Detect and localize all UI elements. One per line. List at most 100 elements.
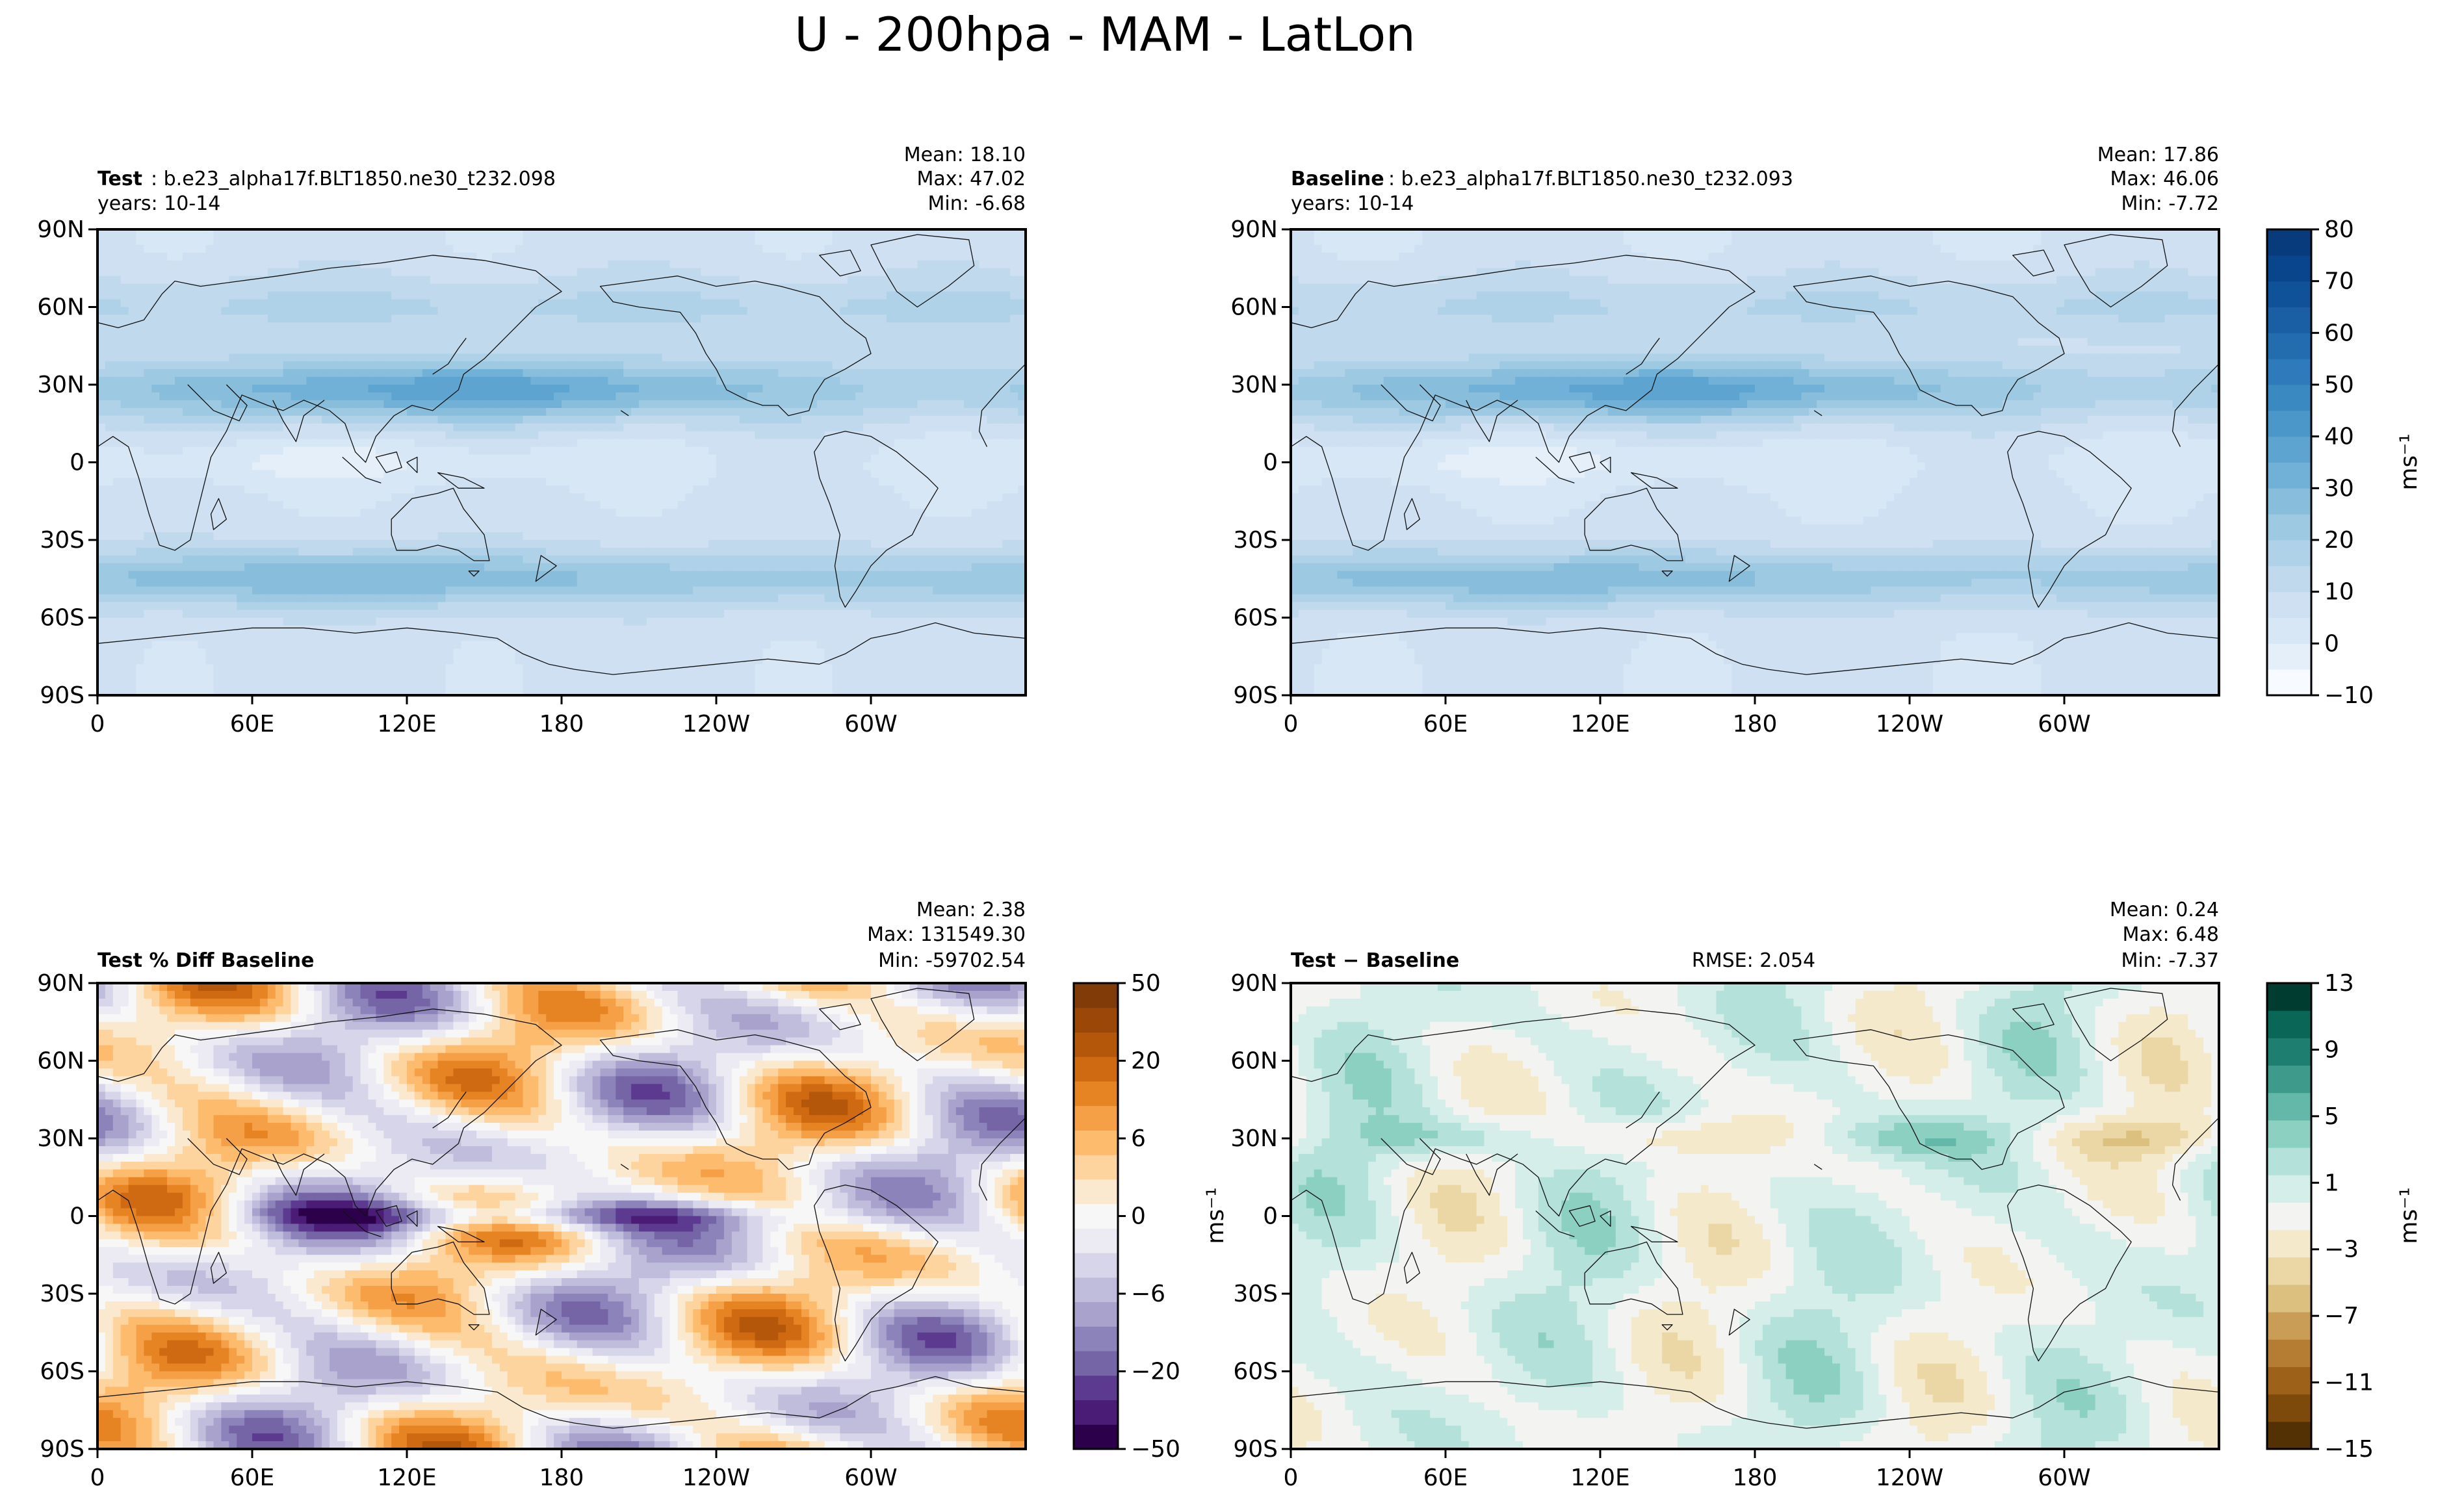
field-cell xyxy=(267,415,276,424)
field-cell xyxy=(1010,517,1019,526)
field-cell xyxy=(801,400,810,409)
field-cell xyxy=(646,509,655,518)
field-cell xyxy=(229,322,238,331)
field-cell xyxy=(701,431,710,440)
field-cell xyxy=(538,524,547,533)
field-cell xyxy=(414,446,423,455)
field-cell xyxy=(584,237,593,246)
field-cell xyxy=(383,407,393,416)
field-cell xyxy=(430,446,439,455)
field-cell xyxy=(182,314,191,324)
field-cell xyxy=(205,377,214,386)
field-cell xyxy=(298,470,307,479)
field-cell xyxy=(344,385,354,394)
field-cell xyxy=(933,385,942,394)
field-cell xyxy=(608,244,617,254)
field-cell xyxy=(762,244,772,254)
field-cell xyxy=(484,369,493,378)
field-cell xyxy=(461,415,470,424)
field-cell xyxy=(708,485,718,494)
field-cell xyxy=(901,330,911,339)
field-cell xyxy=(491,338,500,347)
field-cell xyxy=(352,237,361,246)
field-cell xyxy=(848,268,857,277)
field-cell xyxy=(407,299,416,308)
field-cell xyxy=(933,454,942,463)
field-cell xyxy=(708,385,718,394)
field-cell xyxy=(592,407,601,416)
field-cell xyxy=(909,454,918,463)
field-cell xyxy=(909,470,918,479)
field-cell xyxy=(422,283,431,292)
field-cell xyxy=(267,244,276,254)
field-cell xyxy=(863,524,872,533)
field-cell xyxy=(314,353,323,363)
field-cell xyxy=(229,524,238,533)
field-cell xyxy=(832,446,841,455)
field-cell xyxy=(229,377,238,386)
field-cell xyxy=(662,346,671,355)
field-cell xyxy=(344,517,354,526)
field-cell xyxy=(623,377,632,386)
field-cell xyxy=(554,446,563,455)
field-cell xyxy=(770,252,779,261)
field-cell xyxy=(855,322,864,331)
field-cell xyxy=(723,369,733,378)
field-cell xyxy=(182,260,191,269)
field-cell xyxy=(708,423,718,432)
field-cell xyxy=(739,524,748,533)
field-cell xyxy=(987,283,996,292)
field-cell xyxy=(112,423,122,432)
field-cell xyxy=(948,237,957,246)
field-cell xyxy=(461,237,470,246)
field-cell xyxy=(809,237,818,246)
field-cell xyxy=(128,407,137,416)
field-cell xyxy=(693,307,702,316)
field-cell xyxy=(662,517,671,526)
field-cell xyxy=(592,237,601,246)
field-cell xyxy=(824,517,833,526)
field-cell xyxy=(221,283,230,292)
field-cell xyxy=(221,478,230,487)
field-cell xyxy=(762,283,772,292)
field-cell xyxy=(979,431,988,440)
field-cell xyxy=(569,493,578,502)
field-cell xyxy=(855,478,864,487)
field-cell xyxy=(237,407,246,416)
field-cell xyxy=(979,385,988,394)
field-cell xyxy=(244,353,253,363)
field-cell xyxy=(437,431,447,440)
field-cell xyxy=(453,501,462,510)
field-cell xyxy=(677,346,686,355)
field-cell xyxy=(383,314,393,324)
field-cell xyxy=(283,485,292,494)
field-cell xyxy=(848,377,857,386)
field-cell xyxy=(677,369,686,378)
field-cell xyxy=(422,540,431,549)
field-cell xyxy=(445,407,454,416)
field-cell xyxy=(229,454,238,463)
field-cell xyxy=(507,377,516,386)
field-cell xyxy=(461,322,470,331)
field-cell xyxy=(352,415,361,424)
field-cell xyxy=(723,314,733,324)
field-cell xyxy=(221,439,230,448)
field-cell xyxy=(855,485,864,494)
field-cell xyxy=(832,385,841,394)
field-cell xyxy=(832,470,841,479)
field-cell xyxy=(306,509,315,518)
field-cell xyxy=(120,291,129,300)
field-cell xyxy=(708,260,718,269)
field-cell xyxy=(430,431,439,440)
field-cell xyxy=(376,307,385,316)
field-cell xyxy=(430,252,439,261)
field-cell xyxy=(376,353,385,363)
field-cell xyxy=(291,322,300,331)
field-cell xyxy=(755,229,764,238)
field-cell xyxy=(144,493,153,502)
field-cell xyxy=(237,346,246,355)
field-cell xyxy=(322,275,331,285)
field-cell xyxy=(824,353,833,363)
field-cell xyxy=(669,446,679,455)
field-cell xyxy=(562,439,571,448)
